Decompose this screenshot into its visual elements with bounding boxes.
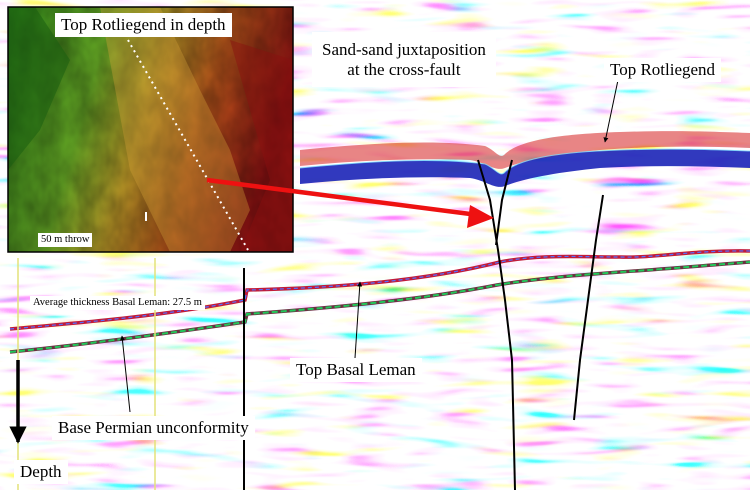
cross-fault-main [477,159,516,490]
top-rotliegend-reflector [300,149,750,187]
cross-fault-branch [495,159,513,246]
red-reflector-band [300,131,750,169]
top-rotliegend-pointer [603,79,619,143]
inset-section-trace [127,39,249,251]
inset-depth-map [7,6,294,253]
inset-dark-block [8,7,70,170]
base-permian-label: Base Permian unconformity [52,416,255,440]
inset-fault-block [100,7,250,252]
top-basal-leman-horizon-dash [9,250,750,330]
red-arrow-shaft [206,177,479,218]
inset-red-block [230,40,293,252]
depth-label: Depth [14,460,68,484]
fault-right [573,194,604,421]
top-basal-leman-label: Top Basal Leman [290,358,422,382]
inset-title: Top Rotliegend in depth [55,13,232,37]
top-rotliegend-horizon [299,148,750,175]
top-rotliegend-label: Top Rotliegend [604,58,722,82]
cross-fault-callout: Sand-sand juxtaposition at the cross-fau… [312,32,496,88]
cross-fault-line-1: Sand-sand juxtaposition [322,40,486,59]
red-arrow-head [467,205,494,228]
inset-scale-label: 50 m throw [38,233,93,248]
average-thickness-label: Average thickness Basal Leman: 27.5 m [30,296,205,311]
base-permian-horizon-dash [9,261,750,353]
cross-fault-line-2: at the cross-fault [347,59,461,79]
base-permian-pointer [119,335,131,413]
inset-frame [7,6,294,253]
top-basal-leman-pointer [354,281,363,359]
